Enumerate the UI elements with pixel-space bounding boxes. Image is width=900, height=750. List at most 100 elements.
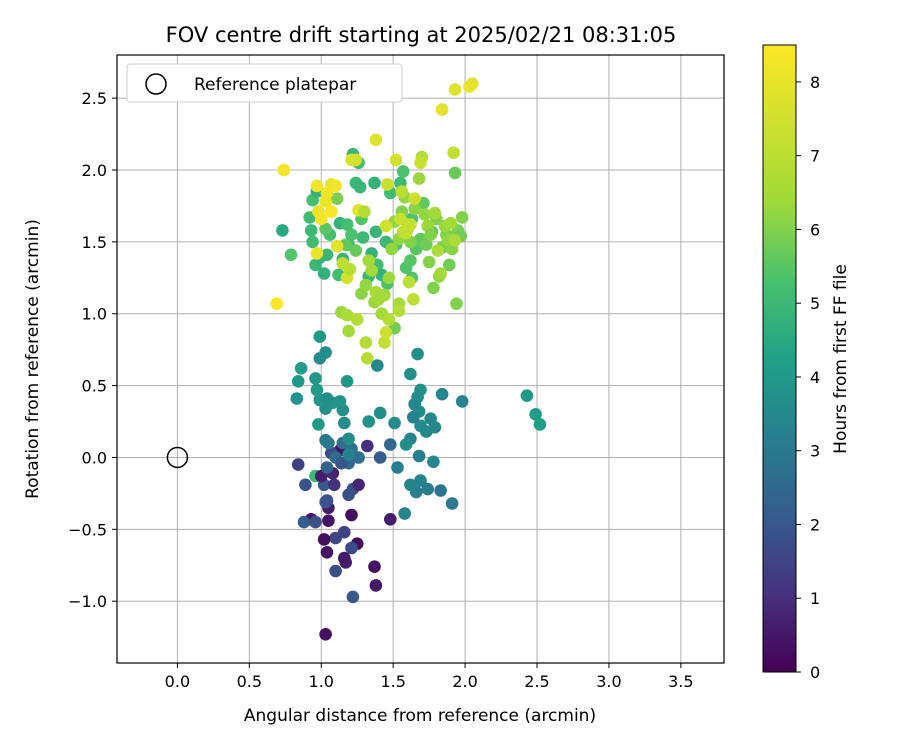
scatter-point (533, 418, 547, 431)
scatter-point (412, 449, 426, 463)
scatter-point (361, 352, 374, 365)
scatter-point (392, 304, 406, 318)
legend: Reference platepar (126, 63, 403, 103)
scatter-point (421, 482, 435, 496)
scatter-point (330, 192, 344, 205)
legend-entry-reference: Reference platepar (194, 75, 356, 95)
scatter-point (276, 224, 289, 237)
scatter-point (389, 153, 403, 167)
scatter-point (356, 231, 370, 244)
scatter-point (319, 346, 332, 359)
scatter-point (291, 375, 305, 388)
scatter-point (428, 206, 442, 220)
scatter-point (420, 238, 433, 251)
colorbar-tick-label: 6 (810, 220, 820, 239)
scatter-point (345, 508, 358, 522)
x-tick-label: 0.5 (237, 672, 262, 691)
scatter-point (379, 219, 393, 233)
scatter-point (320, 494, 334, 507)
x-tick-label: 3.0 (596, 672, 621, 691)
scatter-point (346, 590, 360, 604)
scatter-point (340, 375, 354, 388)
scatter-point (395, 185, 409, 198)
x-tick-label: 2.5 (524, 672, 549, 691)
scatter-point (378, 336, 391, 349)
scatter-point (404, 367, 417, 381)
scatter-point (327, 478, 341, 492)
scatter-point (398, 507, 412, 520)
colorbar-tick-label: 4 (810, 368, 820, 387)
scatter-point (455, 211, 469, 224)
scatter-point (320, 392, 334, 405)
scatter-point (340, 308, 354, 322)
scatter-point (408, 192, 422, 205)
scatter-point (290, 392, 304, 405)
colorbar: 0 1 2 3 4 5 6 7 8 Hours from first FF file (762, 44, 851, 682)
scatter-point (401, 218, 414, 231)
scatter-point (317, 267, 331, 280)
scatter-point (309, 372, 322, 385)
scatter-point (427, 281, 440, 295)
scatter-point (320, 546, 334, 559)
colorbar-ticks: 0 1 2 3 4 5 6 7 8 (796, 73, 820, 682)
x-axis-ticks: 0.0 0.5 1.0 1.5 2.0 2.5 3.0 3.5 (165, 663, 694, 691)
x-tick-label: 2.0 (452, 672, 477, 691)
scatter-point (359, 278, 373, 292)
scatter-point (444, 216, 458, 230)
scatter-point (338, 551, 351, 565)
scatter-point (336, 257, 350, 270)
scatter-point (309, 515, 322, 529)
scatter-point (378, 288, 391, 302)
scatter-point (448, 83, 462, 96)
scatter-point (284, 248, 298, 262)
scatter-point (466, 77, 479, 90)
scatter-point (325, 205, 338, 218)
scatter-point (445, 497, 459, 510)
scatter-point (304, 224, 318, 237)
scatter-point (435, 103, 449, 116)
y-tick-label: −0.5 (68, 520, 107, 539)
colorbar-tick-label: 5 (810, 294, 820, 313)
scatter-point (422, 255, 436, 269)
scatter-point (358, 205, 371, 218)
scatter-point (384, 438, 397, 451)
scatter-point (427, 455, 440, 469)
scatter-point (319, 222, 332, 236)
scatter-point (319, 195, 332, 208)
scatter-point (342, 432, 355, 446)
scatter-point (412, 172, 426, 185)
scatter-point (381, 178, 394, 191)
scatter-point (447, 146, 460, 159)
chart-title: FOV centre drift starting at 2025/02/21 … (166, 23, 677, 47)
scatter-point (306, 235, 319, 249)
scatter-point (396, 165, 410, 178)
scatter-point (335, 456, 348, 470)
scatter-point (385, 242, 399, 256)
scatter-point (340, 218, 354, 231)
reference-platepar-marker (166, 446, 189, 469)
x-tick-label: 1.0 (309, 672, 334, 691)
y-tick-label: 2.0 (82, 161, 107, 180)
colorbar-gradient (762, 44, 797, 673)
scatter-point (310, 247, 324, 260)
scatter-point (407, 410, 420, 424)
scatter-point (382, 271, 396, 285)
scatter-point (333, 395, 347, 408)
scatter-point (270, 297, 284, 311)
scatter-point (399, 438, 413, 451)
scatter-point (319, 628, 332, 641)
y-axis-label: Rotation from reference (arcmin) (23, 219, 43, 499)
scatter-point (368, 560, 381, 573)
scatter-point (529, 408, 542, 421)
scatter-point (349, 244, 363, 257)
scatter-point (310, 179, 324, 193)
scatter-point (391, 461, 404, 474)
scatter-point (342, 324, 355, 338)
scatter-point (297, 515, 311, 529)
scatter-point (365, 264, 378, 277)
scatter-point (455, 395, 469, 408)
scatter-point (428, 421, 442, 434)
scatter-point (402, 275, 416, 289)
colorbar-tick-label: 2 (810, 515, 820, 534)
scatter-point (320, 461, 334, 474)
